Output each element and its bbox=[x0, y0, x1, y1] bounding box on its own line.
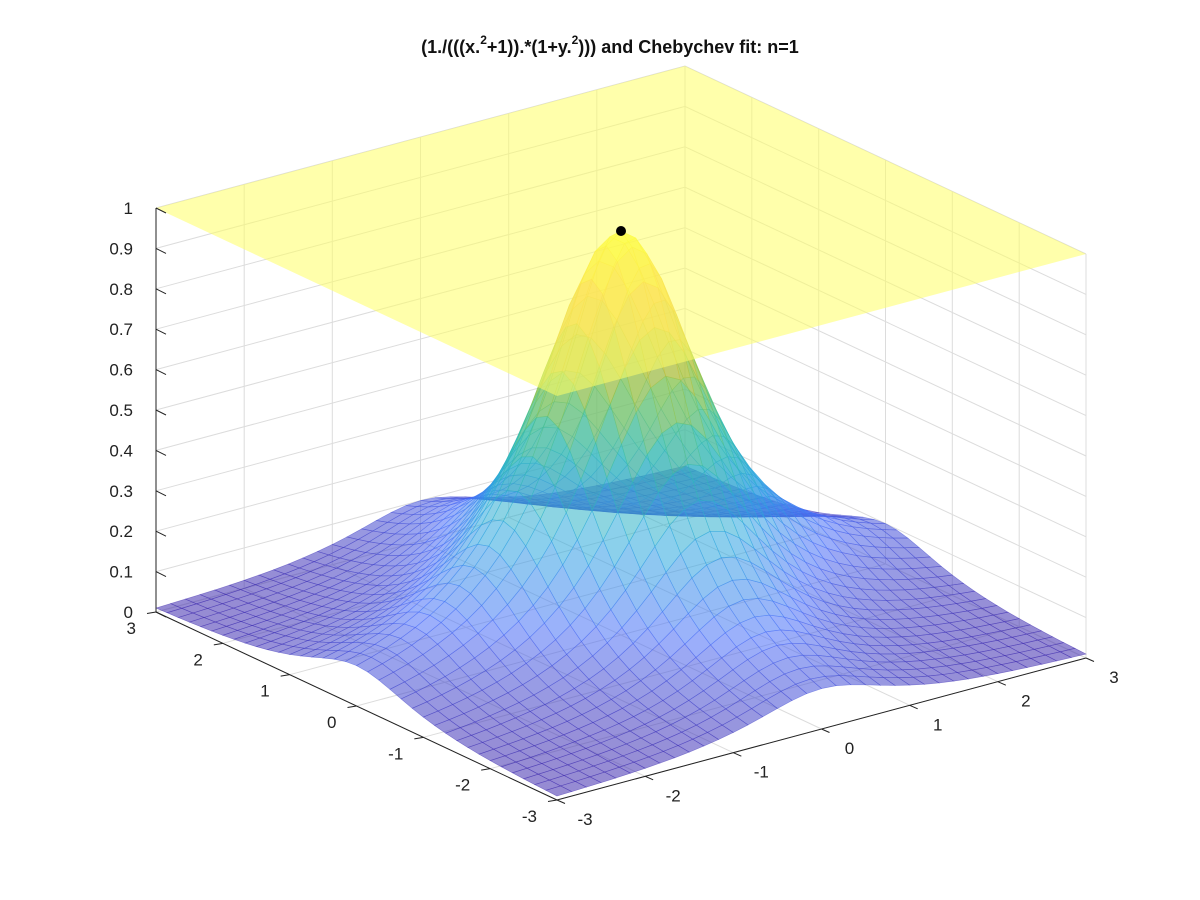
y-tick-label-1: -2 bbox=[455, 776, 470, 795]
y-tick-0 bbox=[547, 799, 558, 802]
y-tick-4 bbox=[280, 674, 290, 677]
z-tick-2 bbox=[155, 530, 167, 537]
x-tick-label-0: -3 bbox=[577, 810, 592, 829]
title-superscript-y: 2 bbox=[572, 33, 579, 47]
z-tick-label-7: 0.7 bbox=[109, 320, 133, 339]
z-tick-label-5: 0.5 bbox=[109, 401, 133, 420]
title-part-prefix: (1./(((x. bbox=[421, 37, 480, 57]
x-tick-label-6: 3 bbox=[1109, 668, 1118, 687]
y-tick-label-5: 2 bbox=[193, 650, 202, 669]
x-tick-1 bbox=[644, 775, 654, 781]
tick-marks bbox=[146, 207, 1095, 804]
y-tick-6 bbox=[146, 611, 157, 614]
z-tick-3 bbox=[155, 490, 167, 497]
y-tick-label-2: -1 bbox=[388, 744, 403, 763]
x-tick-label-1: -2 bbox=[666, 786, 681, 805]
x-tick-label-3: 0 bbox=[845, 739, 854, 758]
z-tick-label-6: 0.6 bbox=[109, 361, 133, 380]
z-tick-6 bbox=[155, 369, 167, 376]
z-tick-9 bbox=[155, 247, 167, 254]
z-tick-label-4: 0.4 bbox=[109, 441, 133, 460]
z-tick-4 bbox=[155, 449, 167, 456]
x-tick-label-5: 2 bbox=[1021, 692, 1030, 711]
y-tick-label-4: 1 bbox=[260, 682, 269, 701]
x-tick-label-4: 1 bbox=[933, 715, 942, 734]
x-tick-2 bbox=[733, 752, 742, 757]
x-tick-3 bbox=[821, 728, 830, 733]
title-superscript-x: 2 bbox=[480, 33, 487, 47]
title-part-middle: +1)).*(1+y. bbox=[487, 37, 572, 57]
y-tick-label-0: -3 bbox=[522, 807, 537, 826]
z-tick-0 bbox=[155, 611, 167, 618]
x-tick-0 bbox=[556, 799, 566, 804]
y-tick-3 bbox=[347, 705, 357, 708]
z-tick-8 bbox=[155, 288, 167, 295]
y-tick-label-3: 0 bbox=[327, 713, 336, 732]
z-tick-label-0: 0 bbox=[124, 603, 133, 622]
peak-point bbox=[616, 226, 626, 236]
z-tick-5 bbox=[155, 409, 167, 416]
x-tick-4 bbox=[909, 704, 918, 710]
z-tick-label-9: 0.9 bbox=[109, 239, 133, 258]
z-tick-label-1: 0.1 bbox=[109, 563, 133, 582]
tick-labels: -3-2-10123-3-2-1012300.10.20.30.40.50.60… bbox=[109, 199, 1118, 829]
x-tick-5 bbox=[997, 681, 1007, 686]
z-tick-label-10: 1 bbox=[124, 199, 133, 218]
x-tick-label-2: -1 bbox=[754, 763, 769, 782]
z-tick-label-2: 0.2 bbox=[109, 522, 133, 541]
y-tick-1 bbox=[481, 768, 491, 771]
z-tick-label-8: 0.8 bbox=[109, 280, 133, 299]
z-tick-1 bbox=[155, 571, 167, 578]
x-tick-6 bbox=[1085, 657, 1095, 662]
y-tick-5 bbox=[213, 642, 223, 646]
y-tick-label-6: 3 bbox=[127, 619, 136, 638]
peak-marker bbox=[616, 226, 626, 236]
z-tick-label-3: 0.3 bbox=[109, 482, 133, 501]
y-tick-2 bbox=[414, 736, 424, 740]
surface-patch bbox=[545, 785, 573, 797]
z-tick-7 bbox=[155, 328, 167, 335]
chart-title: (1./(((x.2+1)).*(1+y.2))) and Chebychev … bbox=[421, 33, 799, 57]
title-part-suffix: ))) and Chebychev fit: n=1 bbox=[578, 37, 799, 57]
z-tick-10 bbox=[155, 207, 167, 214]
